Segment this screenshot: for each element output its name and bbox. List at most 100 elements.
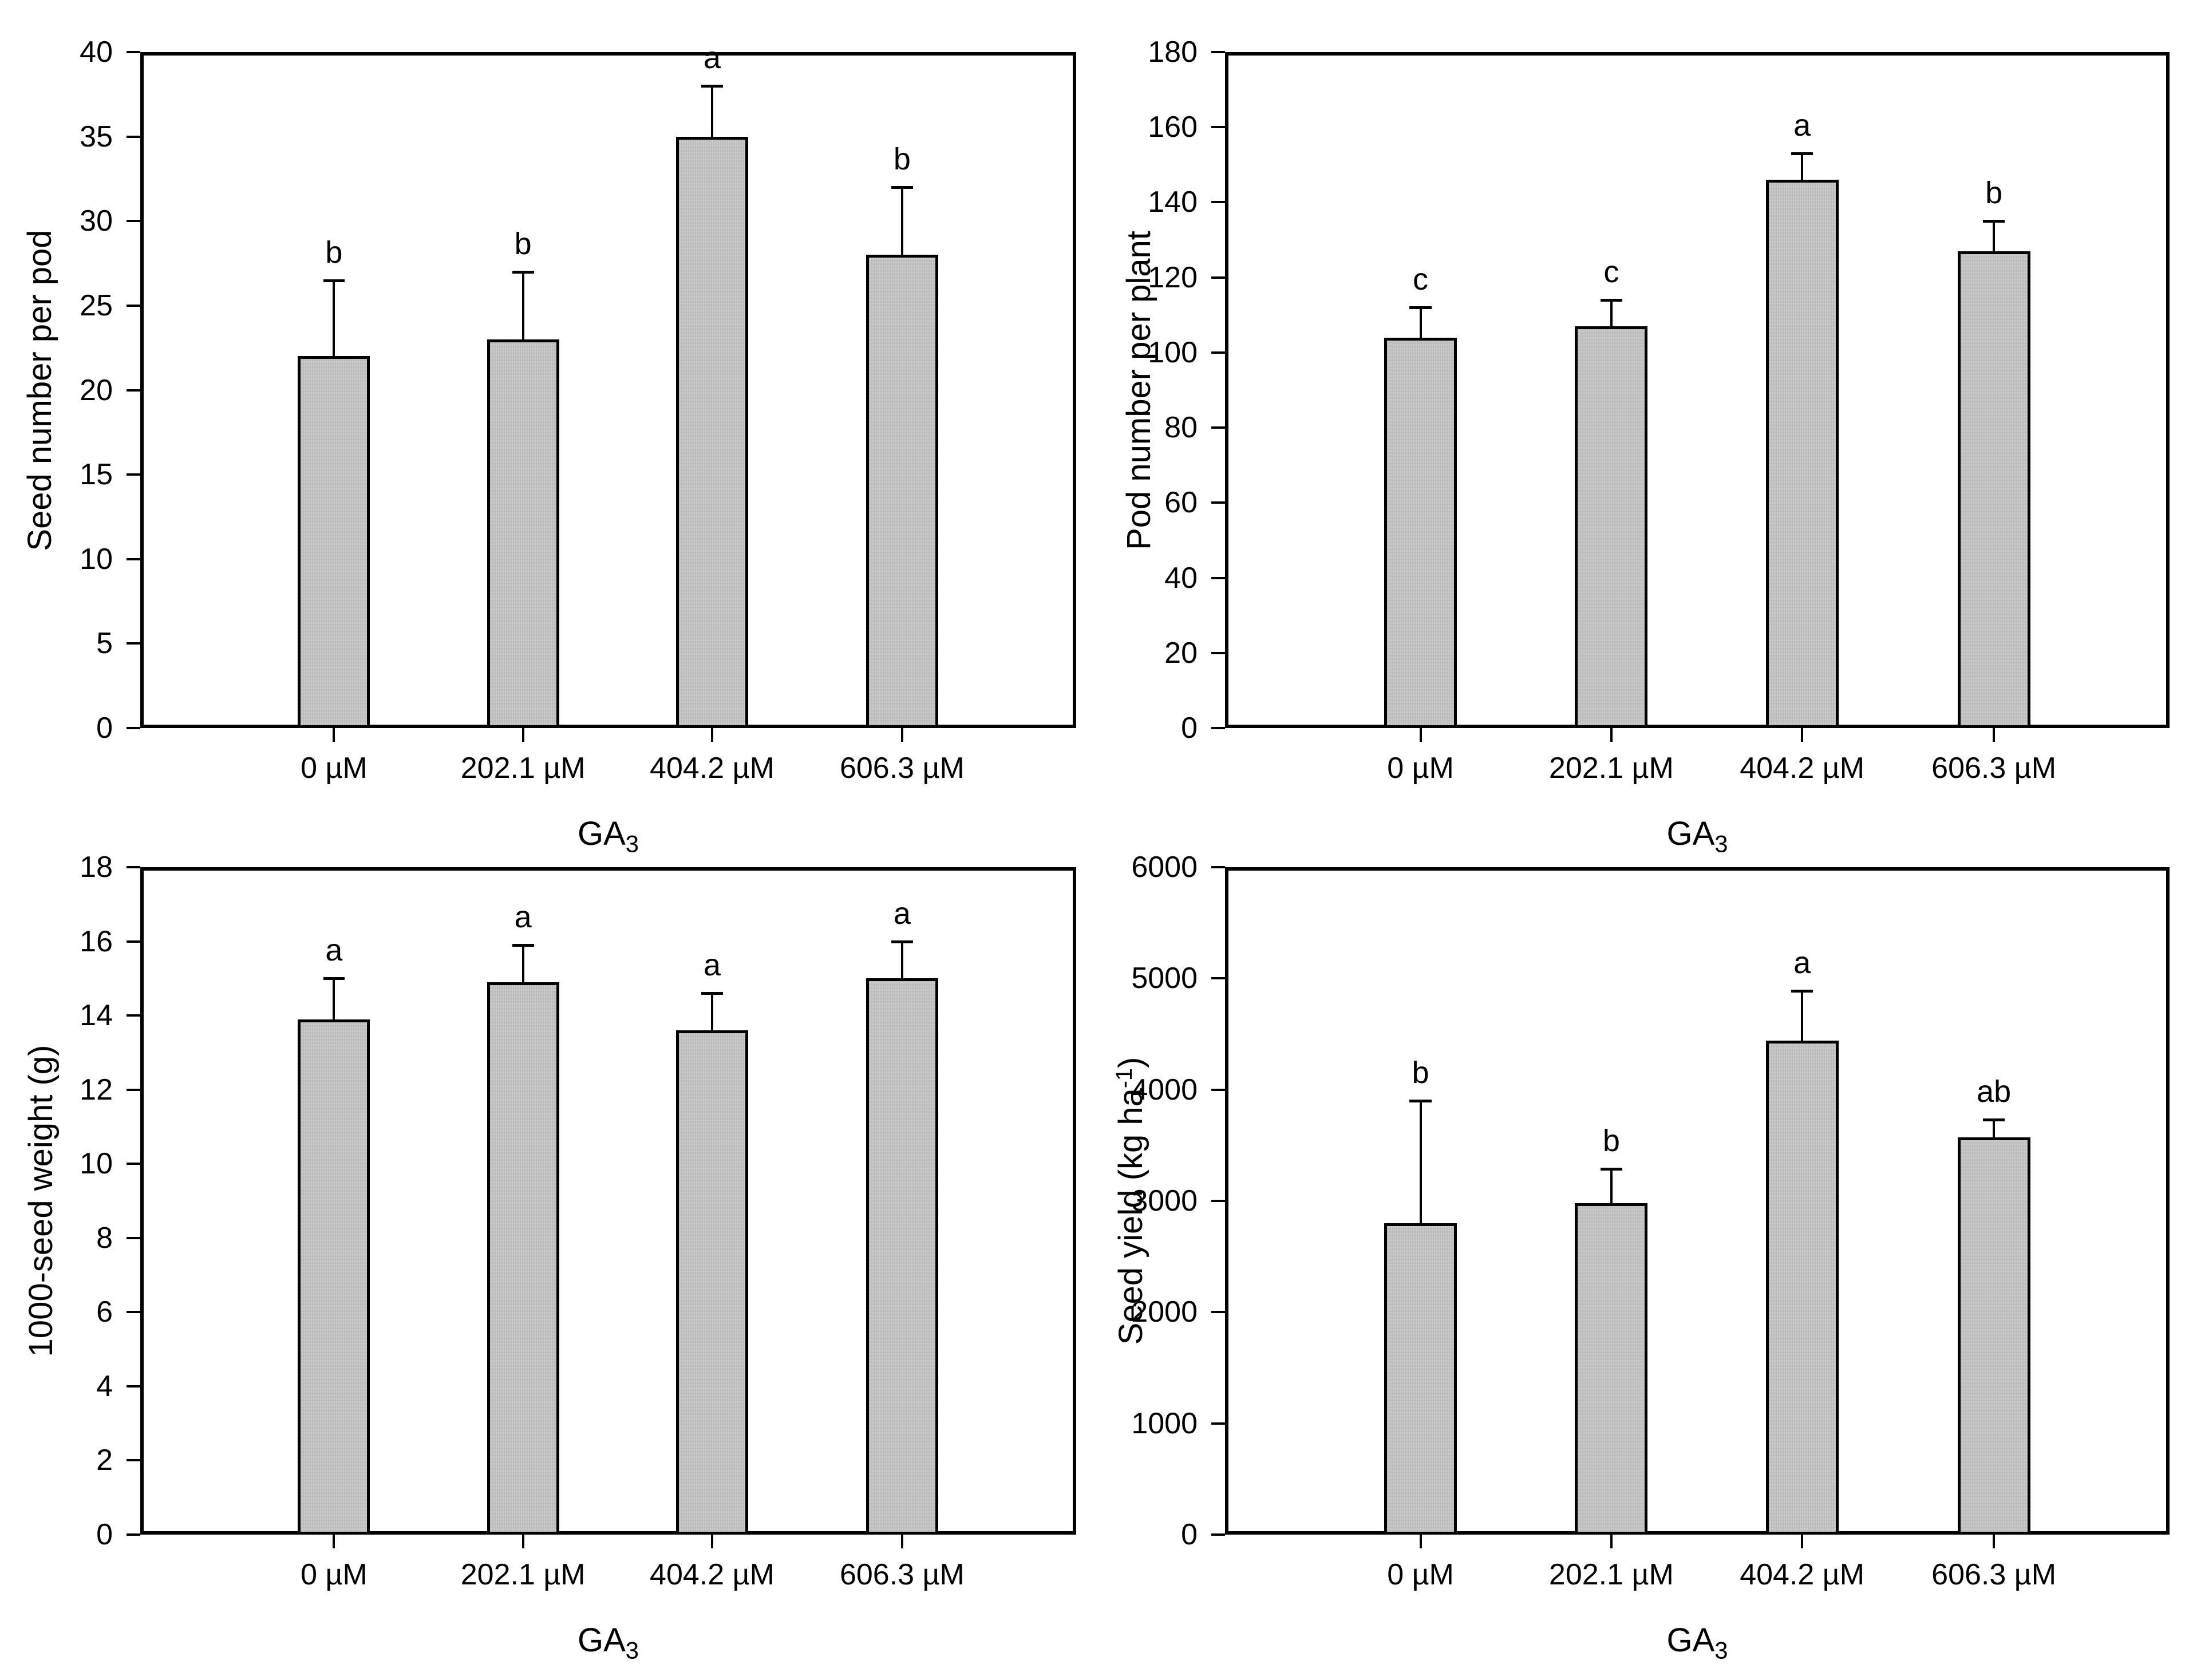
bar xyxy=(298,1019,370,1535)
y-axis-tick xyxy=(1211,51,1225,53)
y-tick-label: 14 xyxy=(80,999,113,1033)
y-tick-label: 0 xyxy=(1181,1518,1198,1551)
y-axis-tick xyxy=(1211,1533,1225,1536)
error-bar-cap xyxy=(1600,299,1622,302)
x-tick-label: 0 µM xyxy=(301,752,368,785)
significance-letter: c xyxy=(1413,262,1429,297)
error-bar xyxy=(1610,300,1613,326)
error-bar xyxy=(1801,990,1804,1041)
error-bar xyxy=(1419,1101,1422,1223)
y-tick-label: 6 xyxy=(96,1295,113,1329)
y-axis-tick xyxy=(127,135,140,138)
y-axis-tick xyxy=(1211,1311,1225,1314)
y-tick-label: 0 xyxy=(96,1518,113,1551)
x-axis-title-subscript: 3 xyxy=(625,1636,639,1664)
y-axis-tick xyxy=(127,389,140,392)
error-bar xyxy=(333,280,335,357)
bar xyxy=(1575,326,1648,728)
y-axis-tick xyxy=(127,727,140,729)
y-axis-tick xyxy=(1211,501,1225,504)
x-tick-label: 606.3 µM xyxy=(839,752,965,785)
y-tick-label: 80 xyxy=(1164,411,1198,445)
y-tick-label: 5000 xyxy=(1131,962,1198,995)
y-axis-tick xyxy=(127,866,140,868)
x-tick-label: 404.2 µM xyxy=(650,752,775,785)
x-axis-title-base: GA xyxy=(1666,1622,1715,1659)
y-tick-label: 2000 xyxy=(1131,1295,1198,1329)
y-axis-title-text-close: ) xyxy=(1112,1057,1149,1069)
significance-letter: b xyxy=(325,235,343,270)
error-bar-cap xyxy=(323,279,345,282)
x-axis-tick xyxy=(900,1535,903,1548)
significance-letter: a xyxy=(1793,108,1811,143)
y-tick-label: 20 xyxy=(1164,636,1198,670)
x-axis-tick xyxy=(900,728,903,742)
bar xyxy=(1384,1223,1457,1535)
x-tick-label: 404.2 µM xyxy=(1740,1558,1865,1591)
x-axis-tick xyxy=(1993,1535,1996,1548)
x-axis-tick xyxy=(1610,1535,1613,1548)
y-axis-tick xyxy=(127,220,140,223)
error-bar xyxy=(900,941,903,979)
y-tick-label: 100 xyxy=(1148,335,1198,369)
y-axis-tick xyxy=(127,1311,140,1314)
significance-letter: b xyxy=(1602,1123,1620,1158)
y-tick-label: 160 xyxy=(1148,110,1198,144)
error-bar xyxy=(710,993,713,1030)
x-tick-label: 404.2 µM xyxy=(650,1558,775,1591)
y-tick-label: 3000 xyxy=(1131,1184,1198,1217)
error-bar-cap xyxy=(1791,989,1813,993)
x-axis-tick xyxy=(521,1535,524,1548)
bar xyxy=(487,339,559,728)
bar xyxy=(487,982,559,1535)
x-axis-title: GA3 xyxy=(494,814,723,857)
y-axis-tick xyxy=(127,1163,140,1165)
x-axis-title-base: GA xyxy=(577,1622,626,1659)
bar xyxy=(866,255,938,728)
y-tick-label: 35 xyxy=(80,120,113,153)
y-axis-tick xyxy=(127,1459,140,1462)
error-bar xyxy=(1419,307,1422,338)
significance-letter: b xyxy=(893,142,911,177)
y-axis-tick xyxy=(1211,126,1225,129)
significance-letter: b xyxy=(1985,176,2003,211)
x-axis-title: GA3 xyxy=(1583,1620,1812,1664)
y-axis-tick xyxy=(1211,426,1225,429)
y-tick-label: 1000 xyxy=(1131,1406,1198,1440)
y-tick-label: 0 xyxy=(96,711,113,745)
y-tick-label: 40 xyxy=(1164,561,1198,595)
x-axis-tick xyxy=(710,1535,713,1548)
x-axis-title: GA3 xyxy=(494,1620,723,1664)
error-bar-cap xyxy=(1409,1100,1432,1103)
error-bar xyxy=(1993,221,1996,251)
x-axis-tick xyxy=(333,728,335,742)
y-tick-label: 18 xyxy=(80,851,113,884)
x-tick-label: 0 µM xyxy=(1387,1558,1454,1591)
y-tick-label: 25 xyxy=(80,288,113,322)
x-tick-label: 202.1 µM xyxy=(1548,752,1674,785)
x-axis-title-subscript: 3 xyxy=(625,830,639,857)
y-axis-tick xyxy=(1211,866,1225,868)
significance-letter: a xyxy=(325,933,343,968)
y-tick-label: 140 xyxy=(1148,185,1198,219)
error-bar-cap xyxy=(1600,1167,1622,1171)
y-axis-tick xyxy=(127,51,140,53)
y-axis-tick xyxy=(1211,1088,1225,1091)
error-bar xyxy=(521,271,524,339)
error-bar-cap xyxy=(701,85,723,88)
y-axis-tick xyxy=(1211,1422,1225,1425)
significance-letter: a xyxy=(514,900,532,935)
y-axis-tick xyxy=(127,1533,140,1536)
error-bar-cap xyxy=(1409,306,1432,310)
y-tick-label: 0 xyxy=(1181,711,1198,745)
bar xyxy=(1765,180,1839,728)
x-axis-tick xyxy=(1419,728,1422,742)
y-tick-label: 4 xyxy=(96,1369,113,1403)
error-bar xyxy=(900,187,903,255)
y-axis-title-text: Seed yield (kg ha xyxy=(1112,1088,1149,1345)
y-axis-title: Seed yield (kg ha-1) xyxy=(1107,1057,1149,1345)
y-tick-label: 10 xyxy=(80,542,113,576)
